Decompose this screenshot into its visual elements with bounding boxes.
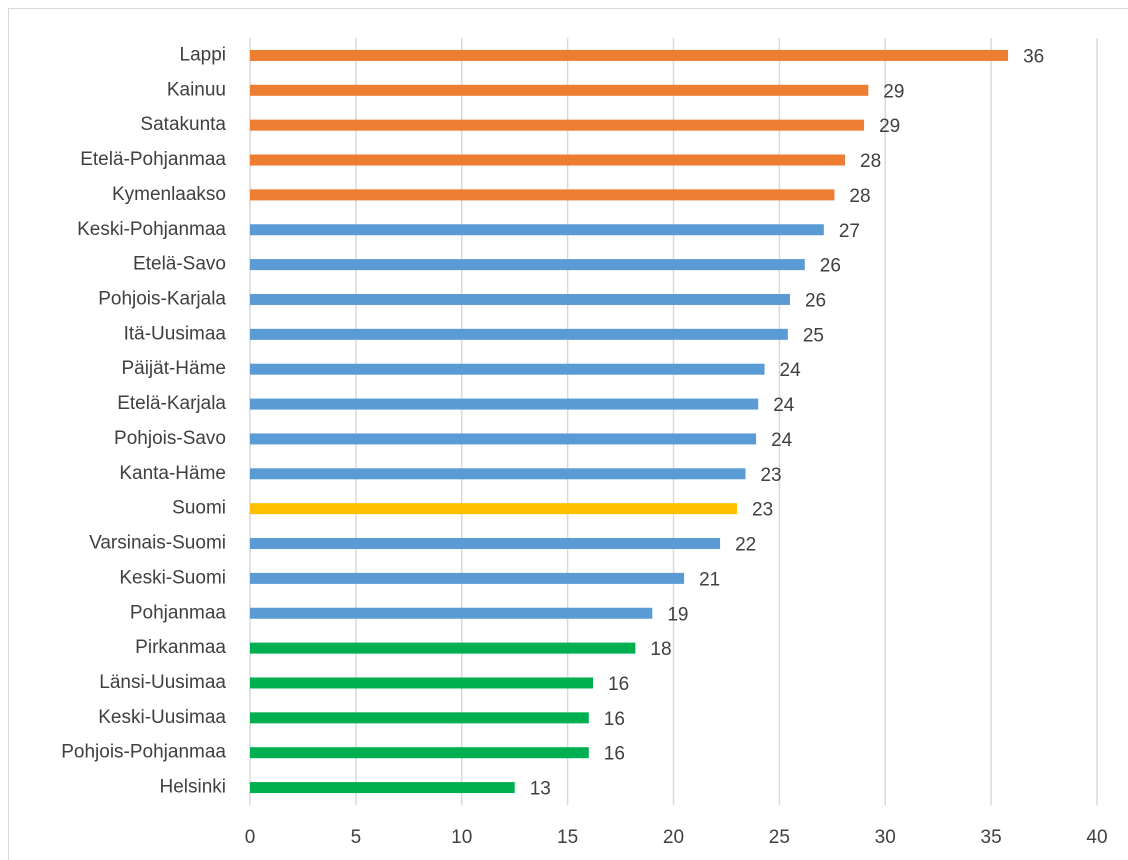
data-label: 13	[530, 779, 551, 800]
data-label: 16	[604, 709, 625, 730]
bar	[250, 572, 685, 584]
y-tick-label: Itä-Uusimaa	[124, 323, 227, 344]
bar	[250, 538, 721, 550]
bar	[250, 642, 636, 654]
x-tick-label: 35	[981, 827, 1002, 848]
data-label: 23	[760, 465, 781, 486]
x-tick-label: 0	[245, 827, 256, 848]
data-label: 28	[849, 186, 870, 207]
data-label: 18	[650, 639, 671, 660]
x-tick-label: 15	[557, 827, 578, 848]
bar	[250, 119, 865, 131]
x-tick-label: 20	[663, 827, 684, 848]
bar	[250, 398, 759, 410]
y-tick-label: Kainuu	[167, 79, 226, 100]
data-label: 26	[820, 256, 841, 277]
bar	[250, 747, 589, 759]
y-tick-label: Pohjois-Savo	[114, 428, 226, 449]
y-tick-label: Kymenlaakso	[112, 184, 226, 205]
bar	[250, 328, 788, 340]
y-tick-label: Keski-Uusimaa	[98, 707, 226, 728]
x-tick-label: 40	[1086, 827, 1107, 848]
y-tick-label: Keski-Suomi	[119, 567, 226, 588]
y-tick-label: Pohjois-Karjala	[98, 288, 226, 309]
data-label: 24	[780, 360, 802, 381]
bar	[250, 712, 589, 724]
bar	[250, 84, 869, 96]
x-tick-label: 5	[351, 827, 362, 848]
data-label: 24	[771, 430, 793, 451]
x-tick-label: 10	[451, 827, 472, 848]
bar	[250, 259, 805, 271]
data-label: 19	[667, 604, 688, 625]
data-label: 36	[1023, 46, 1044, 67]
data-label: 26	[805, 290, 826, 311]
y-tick-label: Länsi-Uusimaa	[99, 672, 226, 693]
y-tick-label: Etelä-Karjala	[117, 393, 226, 414]
y-tick-label: Etelä-Pohjanmaa	[80, 149, 226, 170]
data-label: 16	[608, 674, 629, 695]
bar	[250, 607, 653, 619]
bar	[250, 189, 835, 201]
bar	[250, 468, 746, 480]
bar	[250, 224, 824, 236]
data-label: 21	[699, 569, 720, 590]
y-tick-label: Lappi	[180, 44, 227, 65]
bar	[250, 503, 738, 515]
x-tick-label: 25	[769, 827, 790, 848]
bar	[250, 677, 594, 689]
data-label: 22	[735, 535, 756, 556]
bar	[250, 49, 1009, 61]
x-tick-label: 30	[875, 827, 896, 848]
bar	[250, 363, 765, 375]
data-label: 23	[752, 500, 773, 521]
y-tick-label: Pohjois-Pohjanmaa	[61, 742, 226, 763]
bar	[250, 782, 515, 794]
y-tick-label: Etelä-Savo	[133, 254, 226, 275]
bar	[250, 433, 757, 445]
data-label: 16	[604, 744, 625, 765]
y-tick-label: Kanta-Häme	[119, 463, 226, 484]
y-tick-label: Keski-Pohjanmaa	[77, 219, 226, 240]
data-label: 25	[803, 325, 824, 346]
data-label: 28	[860, 151, 881, 172]
chart-frame	[8, 8, 1128, 860]
bar	[250, 154, 846, 166]
data-label: 27	[839, 221, 860, 242]
y-tick-label: Suomi	[172, 498, 226, 519]
y-tick-label: Pohjanmaa	[130, 602, 227, 623]
y-tick-label: Helsinki	[159, 777, 226, 798]
data-label: 24	[773, 395, 795, 416]
y-tick-label: Pirkanmaa	[135, 637, 226, 658]
y-tick-label: Varsinais-Suomi	[89, 533, 226, 554]
y-tick-label: Päijät-Häme	[121, 358, 226, 379]
y-tick-label: Satakunta	[140, 114, 226, 135]
data-label: 29	[883, 81, 904, 102]
bar	[250, 293, 790, 305]
data-label: 29	[879, 116, 900, 137]
